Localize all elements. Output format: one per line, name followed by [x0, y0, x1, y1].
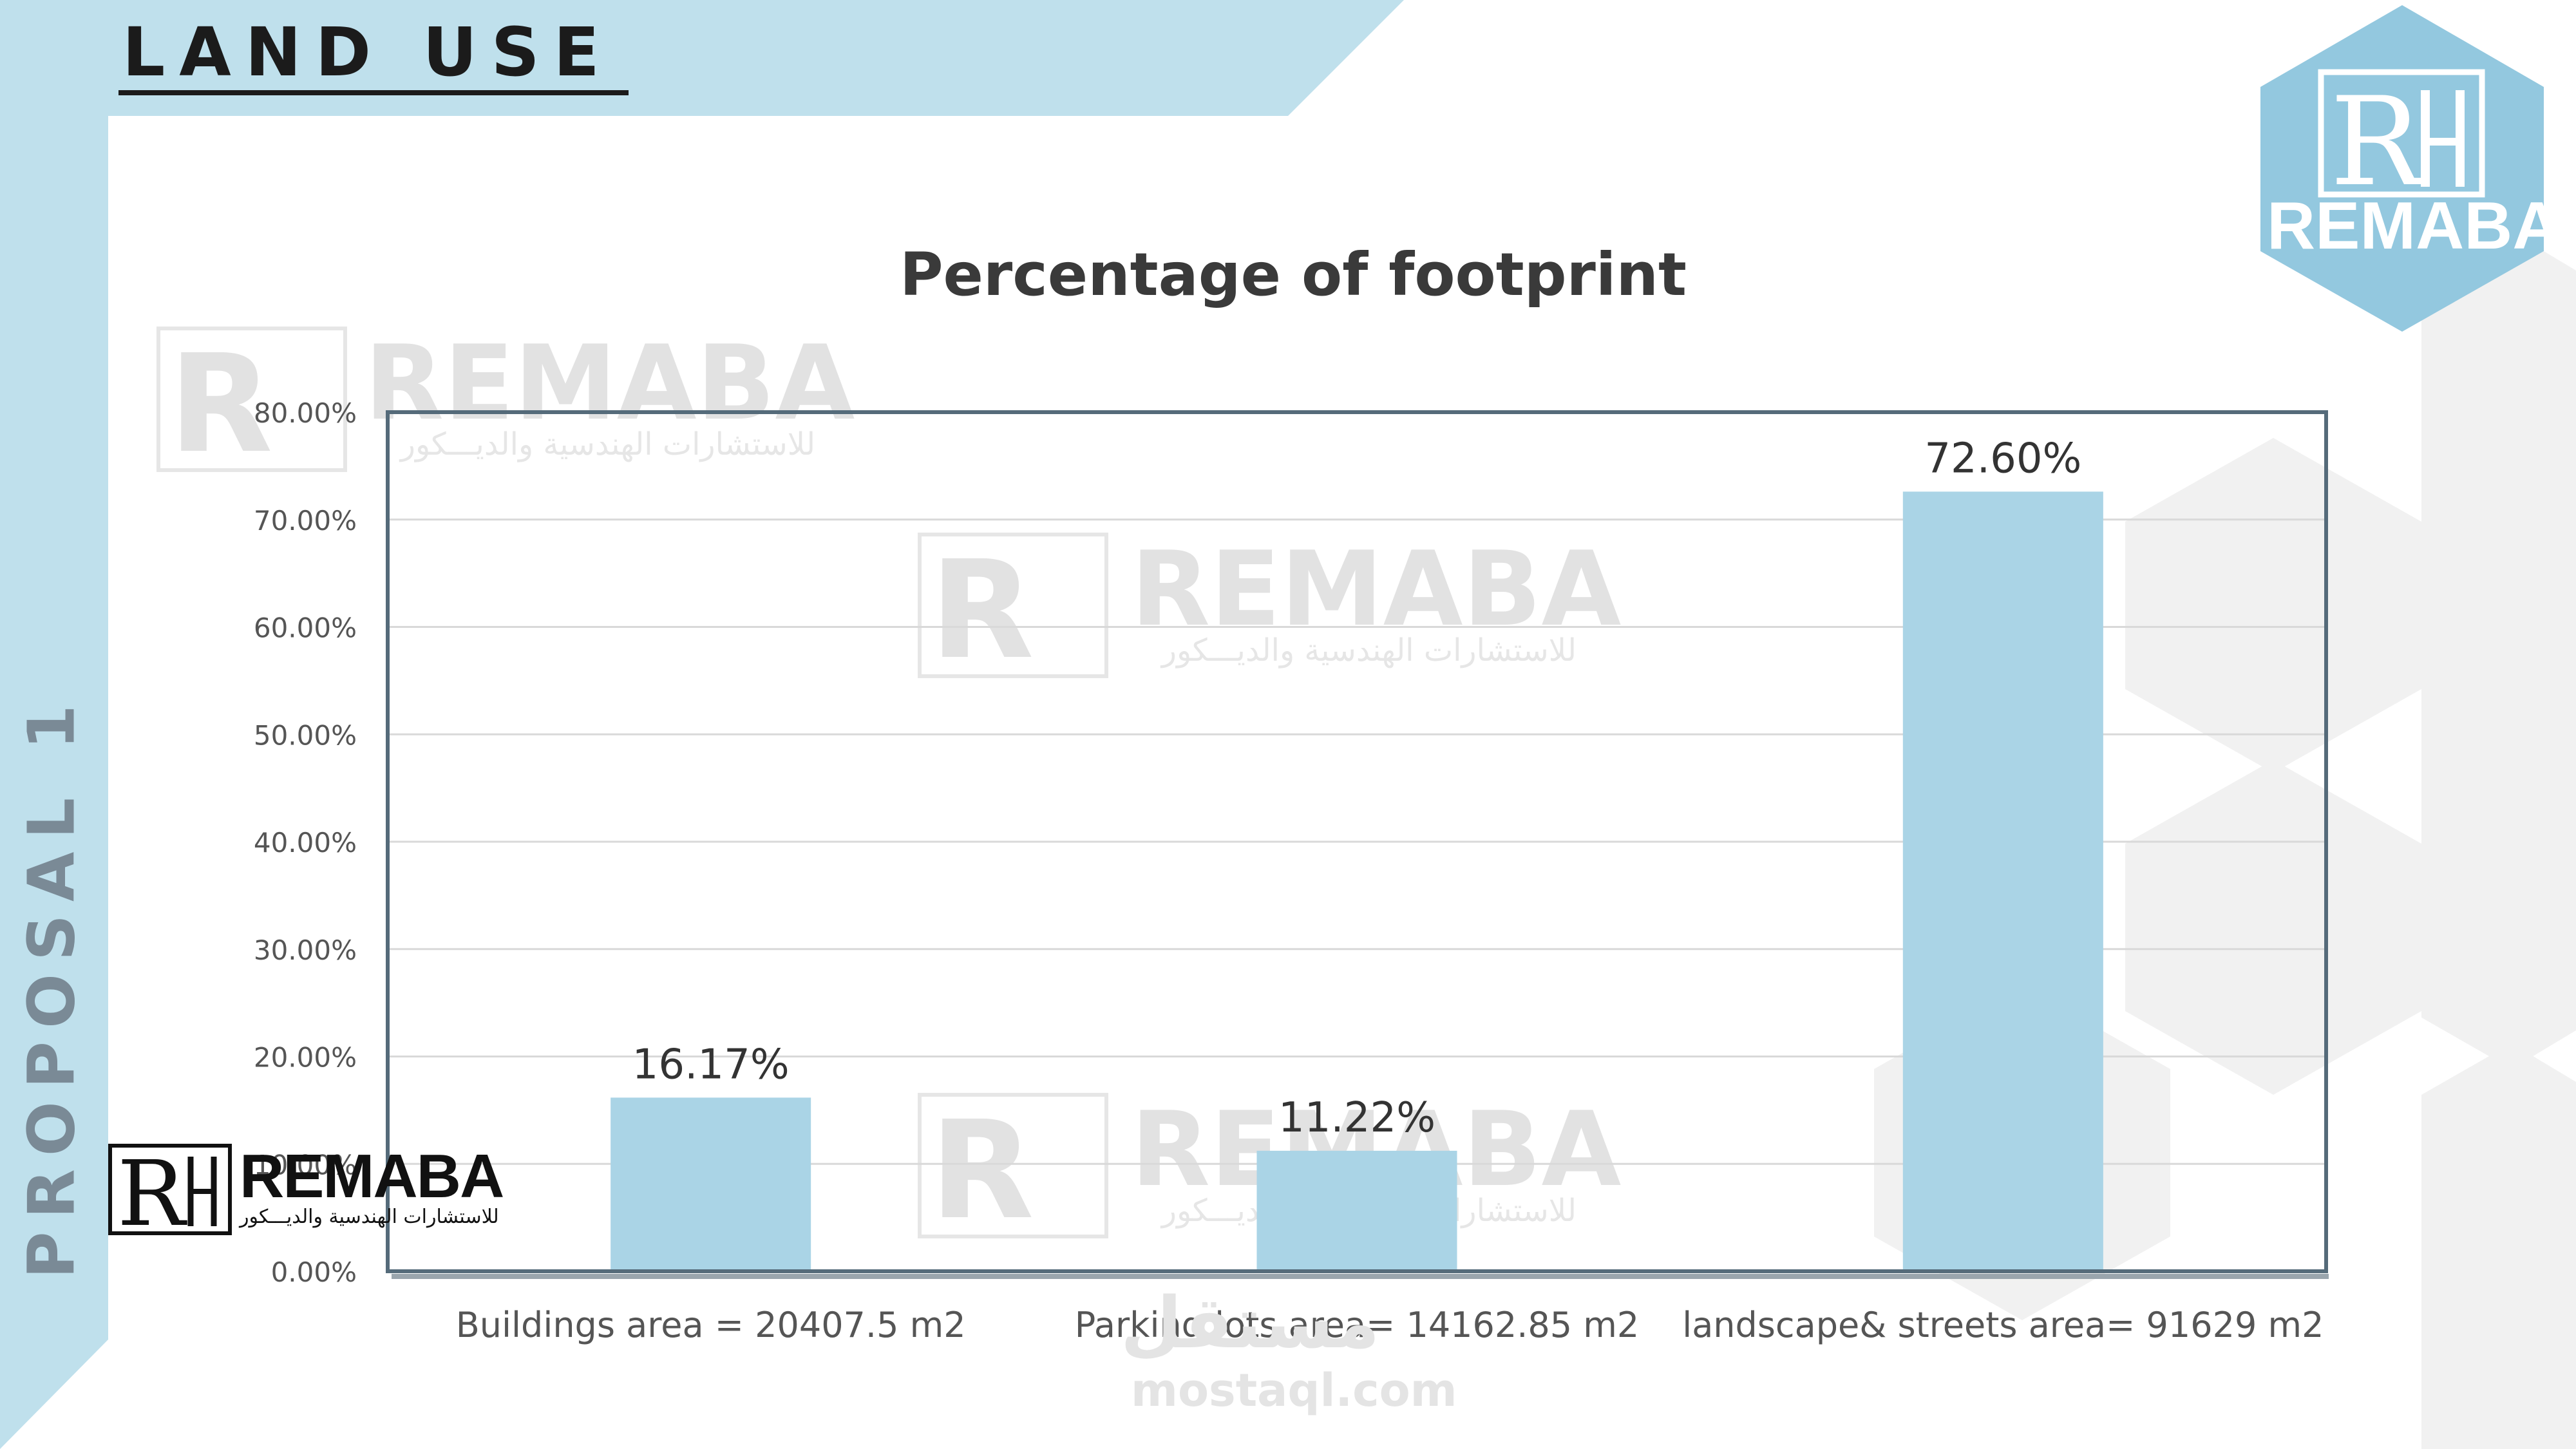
y-tick-label: 40.00%	[254, 827, 357, 858]
y-tick-label: 70.00%	[254, 505, 357, 536]
svg-text:R: R	[930, 1092, 1034, 1249]
y-tick-label: 80.00%	[254, 397, 357, 429]
watermark-logo-center: R REMABA للاستشارات الهندسية والديـــكور	[918, 529, 1622, 689]
bar	[1256, 1150, 1457, 1271]
plot-frame	[386, 410, 2328, 1273]
title-underline	[118, 90, 629, 95]
data-label: 11.22%	[1278, 1094, 1435, 1142]
site-watermark-arabic: مستقل	[1121, 1282, 1380, 1364]
small-logo-text: REMABA	[240, 1142, 504, 1211]
site-watermark: mostaql.com	[1131, 1364, 1457, 1417]
watermark-sub-2: للاستشارات الهندسية والديـــكور	[1160, 632, 1577, 668]
x-tick-label: Buildings area = 20407.5 m2	[456, 1305, 966, 1345]
svg-text:R: R	[169, 325, 273, 483]
y-tick-label: 30.00%	[254, 934, 357, 966]
svg-text:R: R	[117, 1144, 187, 1236]
y-tick-label: 10.00%	[254, 1149, 357, 1180]
bar	[611, 1097, 811, 1271]
watermark-text-1: REMABA	[365, 323, 855, 443]
left-sidebar-band	[0, 0, 108, 1449]
y-tick-label: 20.00%	[254, 1042, 357, 1074]
x-tick-label: landscape& streets area= 91629 m2	[1682, 1305, 2324, 1345]
watermark-sub-1: للاستشارات الهندسية والديـــكور	[399, 426, 815, 462]
header-band	[0, 0, 1404, 116]
data-labels: 16.17% 11.22% 72.60%	[632, 435, 2082, 1142]
data-label: 72.60%	[1924, 435, 2081, 482]
y-tick-label: 0.00%	[271, 1256, 357, 1288]
bars	[611, 491, 2103, 1271]
x-tick-label: Parking lots area= 14162.85 m2	[1075, 1305, 1640, 1345]
small-logo-subtitle: للاستشارات الهندسية والديـــكور	[240, 1206, 499, 1228]
svg-text:R: R	[2330, 71, 2425, 213]
remaba-small-logo-icon: R	[108, 1144, 232, 1236]
page-title: LAND USE	[122, 13, 614, 91]
watermark-logo-top-left: R REMABA للاستشارات الهندسية والديـــكور	[156, 323, 855, 483]
data-label: 16.17%	[632, 1041, 790, 1088]
corner-logo-text: REMABA	[2267, 189, 2561, 263]
watermark-text-2: REMABA	[1131, 529, 1622, 649]
y-axis-ticks: 0.00% 10.00% 20.00% 30.00% 40.00% 50.00% 60.00…	[254, 397, 357, 1288]
x-axis-labels: Buildings area = 20407.5 m2 Parking lots …	[456, 1305, 2324, 1345]
chart-title: Percentage of footprint	[900, 240, 1687, 309]
remaba-hex-logo: R	[2260, 5, 2544, 332]
y-tick-label: 50.00%	[254, 719, 357, 751]
svg-text:R: R	[930, 531, 1034, 689]
bar	[1902, 491, 2103, 1271]
y-tick-label: 60.00%	[254, 612, 357, 644]
